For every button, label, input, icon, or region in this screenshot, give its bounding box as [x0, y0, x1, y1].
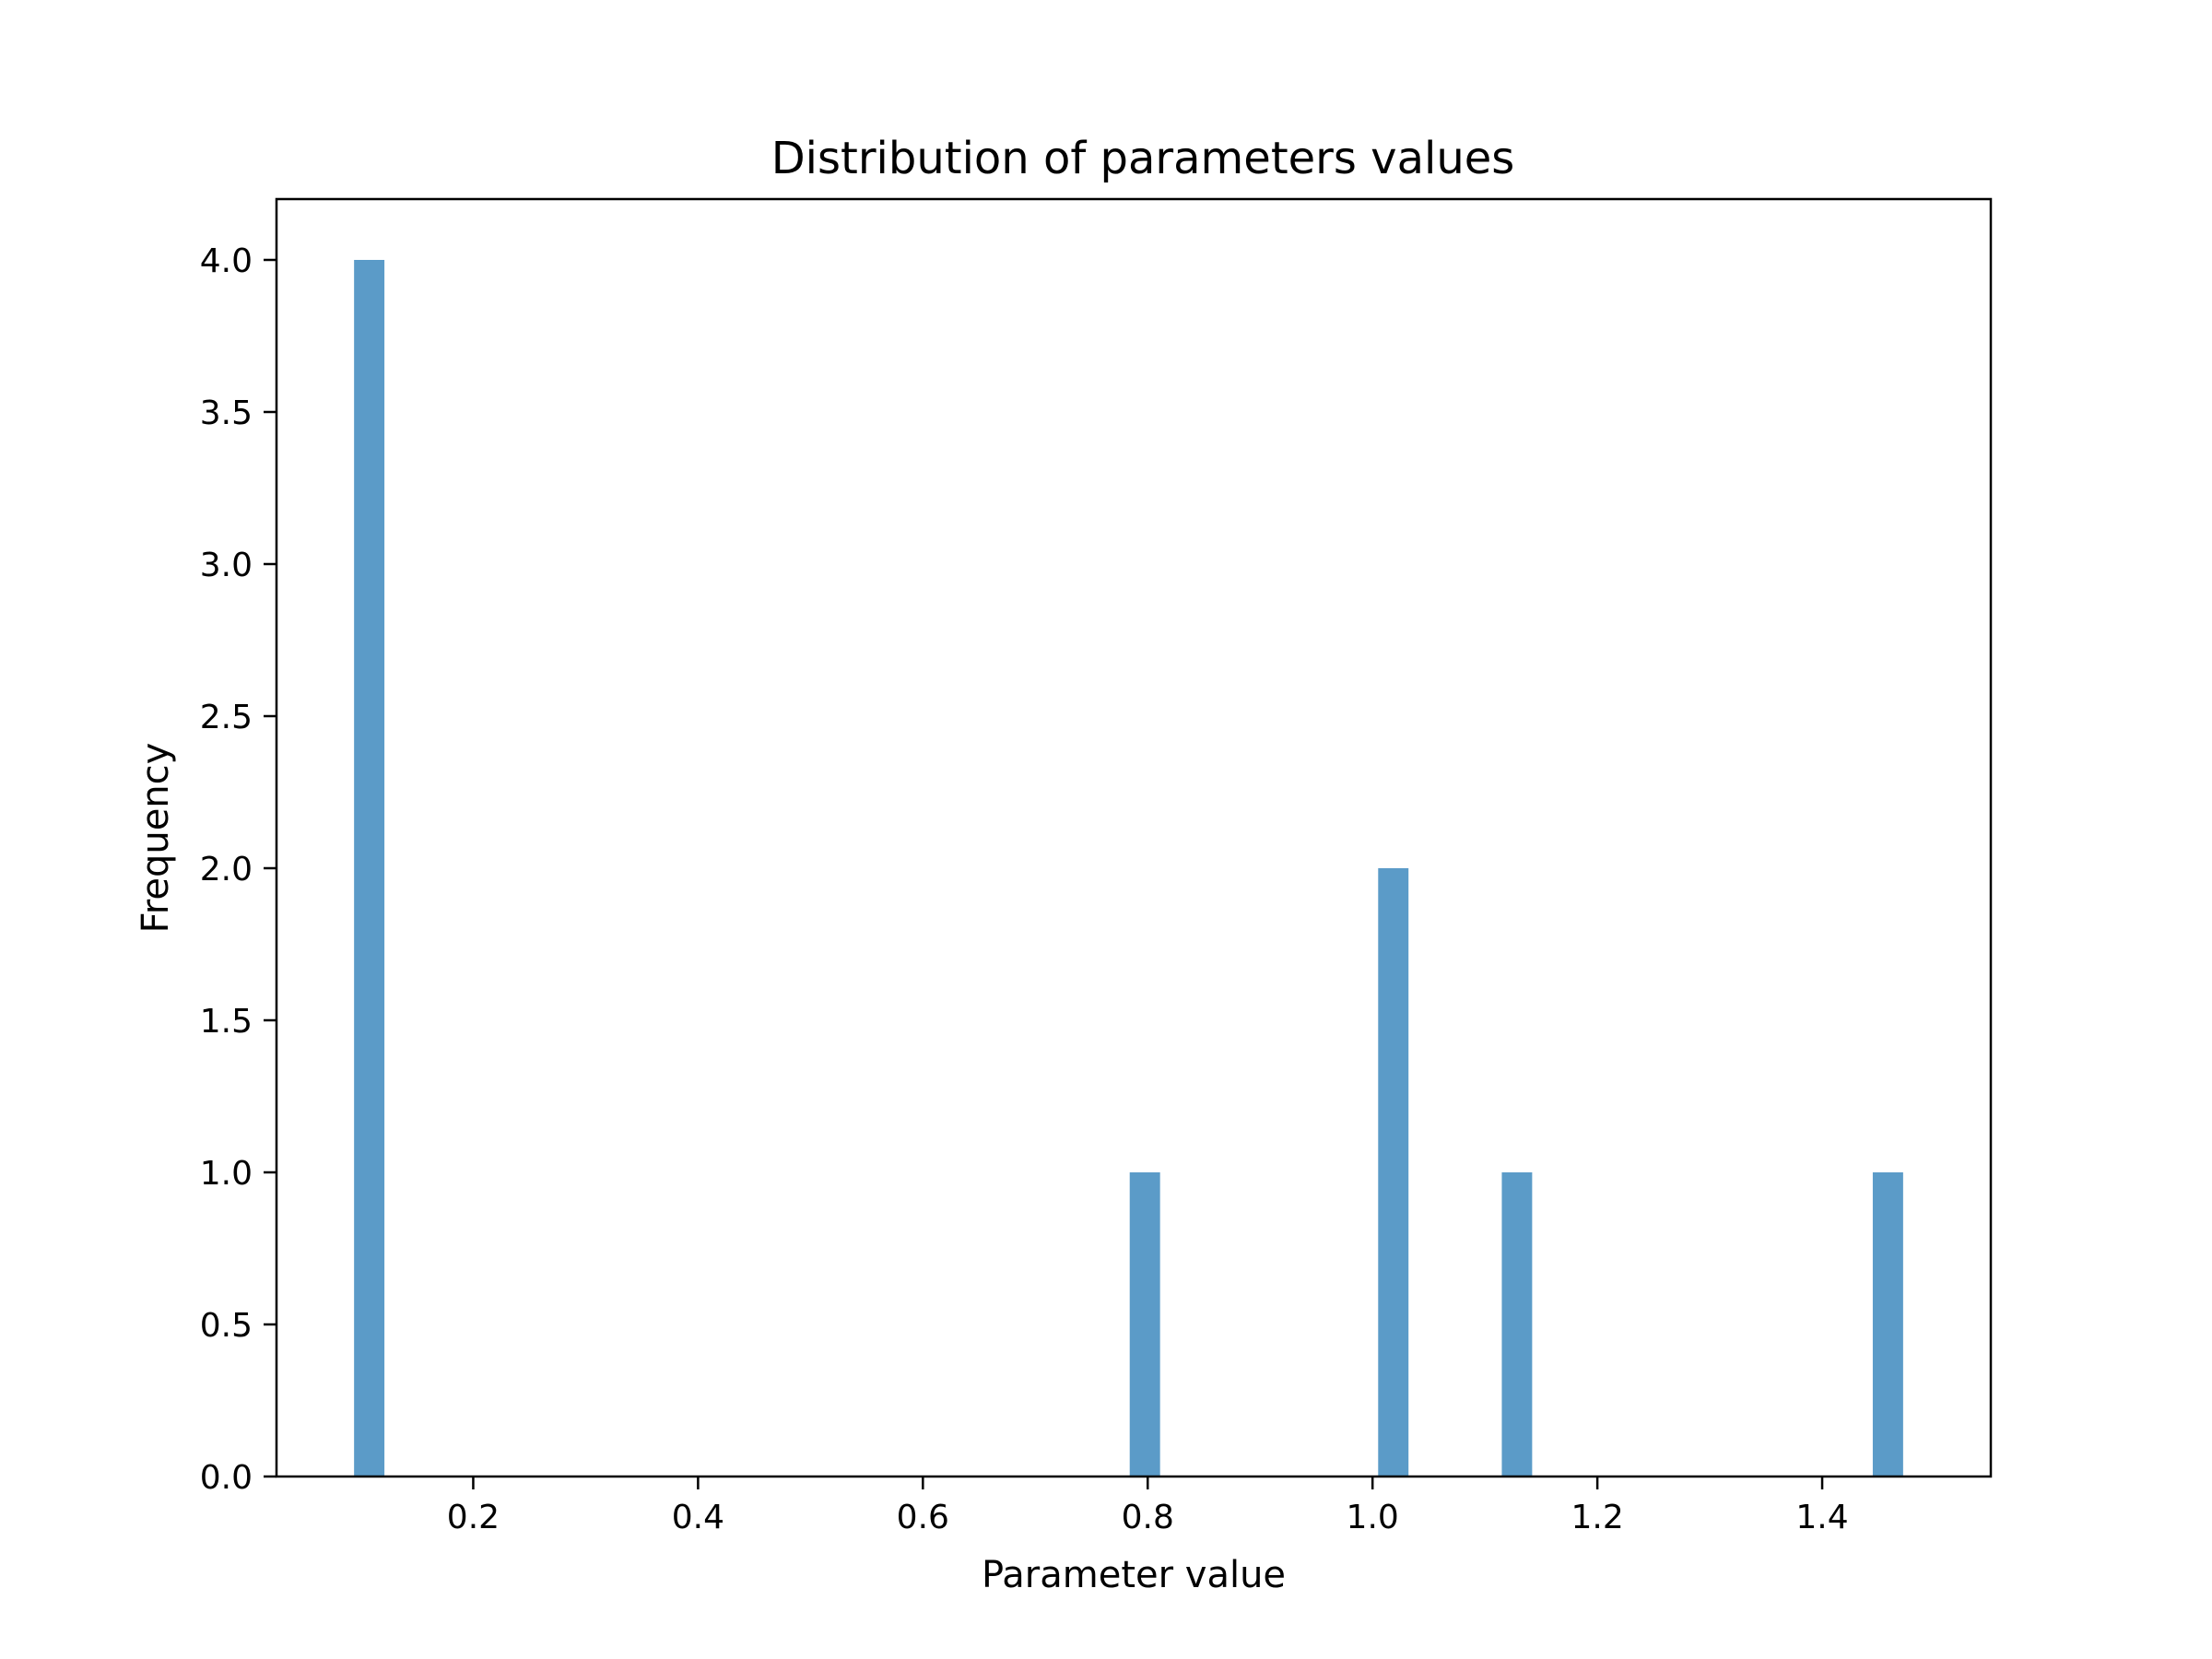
- x-tick-label-2: 0.6: [897, 1499, 949, 1536]
- y-tick-label-4: 2.0: [200, 851, 253, 888]
- histogram-bar-0: [354, 260, 385, 1477]
- bars-group: [354, 260, 1903, 1477]
- y-axis-ticks: 0.0 0.5 1.0 1.5 2.0 2.5 3.0 3.5 4.0: [200, 242, 276, 1497]
- plot-area-frame: [275, 197, 1993, 1478]
- x-tick-label-0: 0.2: [447, 1499, 500, 1536]
- y-tick-label-3: 1.5: [200, 1003, 253, 1041]
- y-tick-label-5: 2.5: [200, 699, 253, 736]
- histogram-bar-4: [1872, 1172, 1903, 1477]
- y-tick-label-2: 1.0: [200, 1155, 253, 1193]
- y-tick-label-7: 3.5: [200, 394, 253, 432]
- histogram-bar-1: [1129, 1172, 1160, 1477]
- x-axis-label: Parameter value: [982, 1554, 1286, 1596]
- x-tick-label-6: 1.4: [1795, 1499, 1848, 1536]
- x-tick-label-3: 0.8: [1122, 1499, 1174, 1536]
- histogram-bar-2: [1378, 868, 1409, 1477]
- x-axis-ticks: 0.2 0.4 0.6 0.8 1.0 1.2 1.4: [447, 1477, 1849, 1536]
- x-tick-label-4: 1.0: [1347, 1499, 1399, 1536]
- y-tick-label-0: 0.0: [200, 1459, 253, 1497]
- y-tick-label-6: 3.0: [200, 547, 253, 584]
- y-tick-label-1: 0.5: [200, 1307, 253, 1345]
- chart-title: Distribution of parameters values: [771, 133, 1515, 184]
- x-tick-label-1: 0.4: [672, 1499, 724, 1536]
- y-tick-label-8: 4.0: [200, 242, 253, 280]
- y-axis-label: Frequency: [135, 743, 177, 934]
- x-tick-label-5: 1.2: [1571, 1499, 1623, 1536]
- histogram-bar-3: [1501, 1172, 1533, 1477]
